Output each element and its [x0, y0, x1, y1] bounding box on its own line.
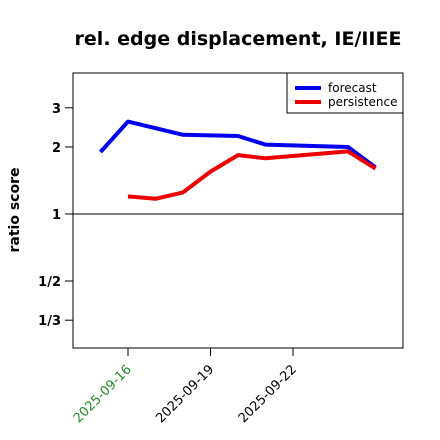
x-tick-label: 2025-09-22: [236, 362, 300, 426]
y-tick-label: 1: [52, 208, 61, 223]
series-lines: [99, 119, 377, 201]
chart-title: rel. edge displacement, IE/IIEE: [75, 28, 402, 50]
series-line-forecast: [99, 119, 377, 170]
legend-label-forecast: forecast: [328, 81, 377, 95]
y-tick-label: 2: [52, 141, 61, 156]
x-axis: 2025-09-16 2025-09-19 2025-09-22: [71, 348, 300, 426]
y-axis-label: ratio score: [7, 168, 23, 253]
y-tick-label: 3: [52, 102, 61, 117]
legend-label-persistence: persistence: [328, 95, 397, 109]
legend-box: [286, 72, 404, 114]
y-tick-label: 1/3: [38, 314, 61, 329]
y-tick-label: 1/2: [38, 275, 61, 290]
plot-area: [72, 72, 404, 349]
x-tick-label: 2025-09-16: [71, 362, 135, 426]
x-tick-label: 2025-09-19: [153, 362, 217, 426]
series-line-persistence: [127, 149, 377, 201]
y-axis: 1/3 1/2 1 2 3: [38, 102, 73, 329]
